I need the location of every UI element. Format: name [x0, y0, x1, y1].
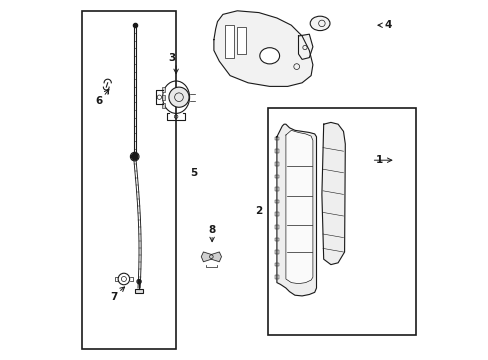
Circle shape	[168, 87, 189, 107]
Bar	[275, 175, 278, 178]
Ellipse shape	[259, 48, 279, 64]
Bar	[275, 238, 278, 241]
Bar	[267, 108, 415, 335]
Polygon shape	[213, 11, 312, 86]
Ellipse shape	[309, 16, 329, 31]
Bar	[162, 103, 165, 108]
Bar	[162, 87, 165, 92]
Bar	[275, 263, 278, 266]
Bar	[135, 289, 143, 293]
Bar	[237, 27, 246, 54]
Text: 8: 8	[208, 225, 215, 235]
Bar	[162, 95, 165, 100]
Bar	[275, 200, 278, 203]
Polygon shape	[211, 252, 221, 262]
Text: 2: 2	[255, 206, 262, 216]
Polygon shape	[285, 130, 312, 284]
Text: 7: 7	[110, 292, 118, 302]
Bar	[224, 25, 233, 58]
Bar	[275, 275, 278, 279]
Text: 5: 5	[190, 168, 197, 178]
Text: 1: 1	[375, 155, 382, 165]
Text: 4: 4	[384, 20, 391, 30]
Circle shape	[138, 280, 140, 283]
Bar	[275, 137, 278, 140]
Bar	[275, 187, 278, 191]
Bar	[275, 250, 278, 254]
Circle shape	[131, 153, 138, 160]
Polygon shape	[276, 124, 316, 296]
Text: 6: 6	[95, 96, 102, 106]
Text: 3: 3	[168, 53, 175, 63]
Bar	[275, 149, 278, 153]
Bar	[275, 212, 278, 216]
Bar	[275, 162, 278, 166]
Bar	[82, 11, 176, 349]
Polygon shape	[298, 34, 312, 59]
Polygon shape	[201, 252, 211, 262]
Bar	[275, 225, 278, 229]
Polygon shape	[321, 122, 345, 265]
